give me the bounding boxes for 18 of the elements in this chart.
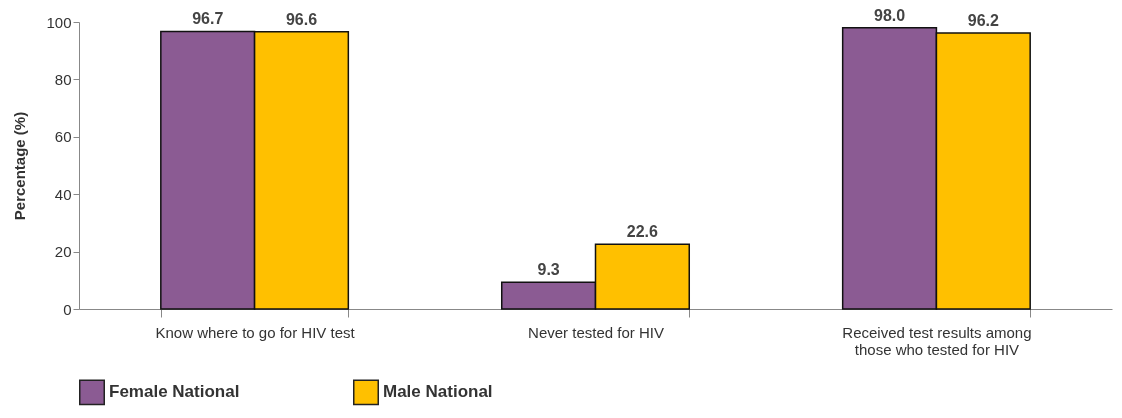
- data-label: 9.3: [537, 261, 560, 279]
- data-label: 96.6: [285, 10, 318, 28]
- data-label: 96.7: [192, 10, 224, 28]
- x-tick-label: Never tested for HIV: [528, 323, 664, 341]
- legend-label: Male National: [383, 382, 493, 402]
- y-axis-title: Percentage (%): [11, 111, 29, 221]
- legend-label: Female National: [109, 382, 240, 402]
- y-tick-label: 0: [63, 300, 72, 318]
- data-label: 22.6: [626, 223, 659, 241]
- x-tick-label: Received test results among those who tested for HIV: [842, 323, 1032, 358]
- x-tick-label: Know where to go for HIV test: [155, 323, 356, 341]
- data-label: 98.0: [873, 6, 906, 24]
- data-label: 96.2: [967, 11, 999, 29]
- y-tick-label: 40: [54, 185, 72, 203]
- y-tick-label: 100: [46, 13, 72, 31]
- y-tick-label: 80: [54, 70, 72, 88]
- y-tick-label: 60: [54, 128, 72, 146]
- y-tick-label: 20: [54, 243, 72, 261]
